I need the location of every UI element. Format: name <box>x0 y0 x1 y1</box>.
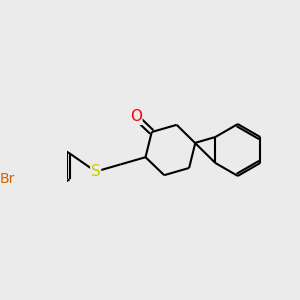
Text: O: O <box>130 109 142 124</box>
Text: S: S <box>91 164 100 179</box>
Text: Br: Br <box>0 172 15 186</box>
